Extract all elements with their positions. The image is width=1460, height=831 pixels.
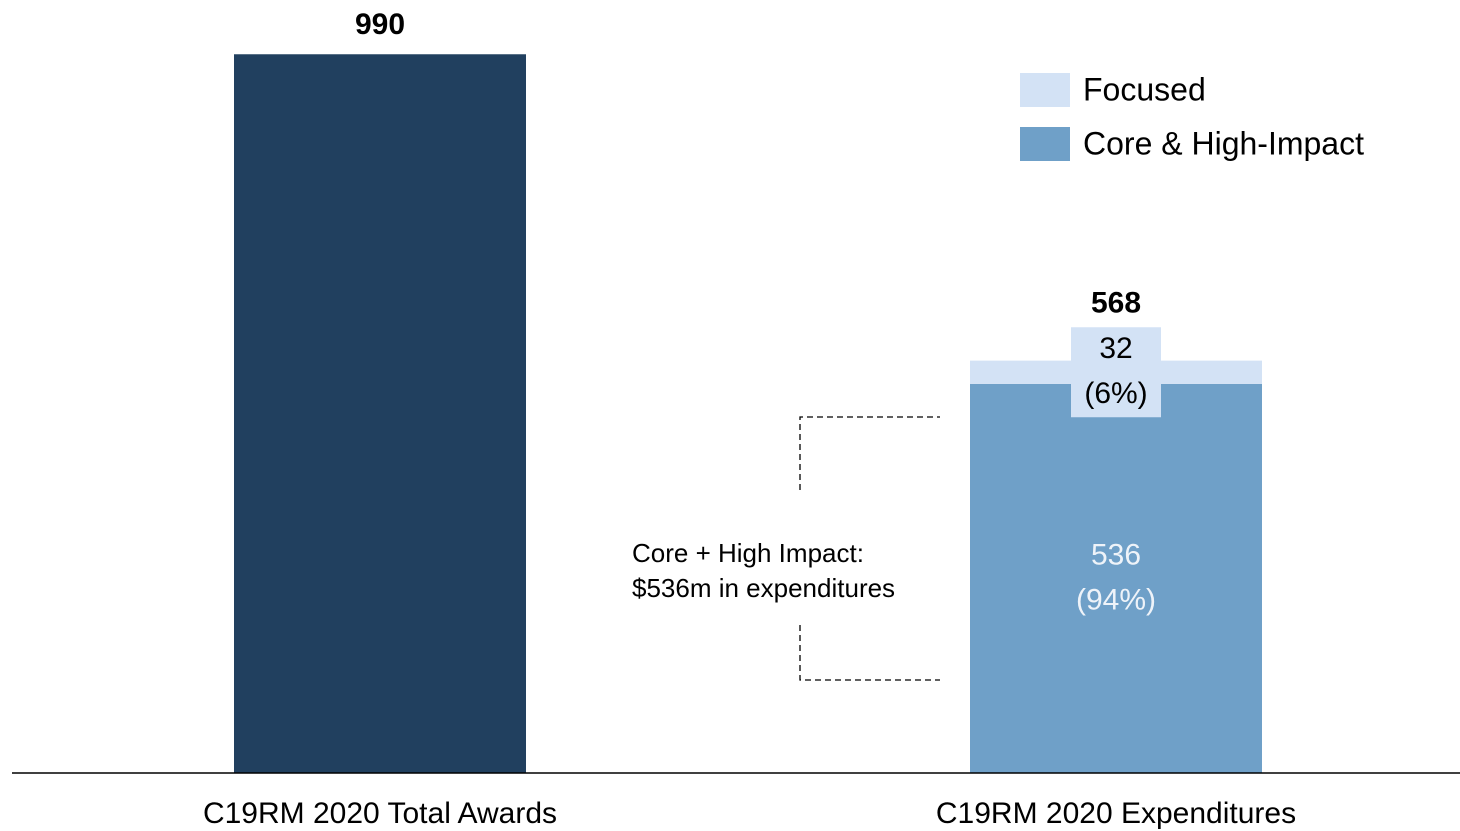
total-label: 568 xyxy=(1091,287,1141,320)
legend-swatch xyxy=(1020,73,1070,107)
x-tick-label: C19RM 2020 Total Awards xyxy=(203,797,557,830)
annotation-line: Core + High Impact: xyxy=(632,538,864,568)
bar-segment xyxy=(234,54,526,773)
share-label: (94%) xyxy=(1076,583,1156,616)
annotation-line: $536m in expenditures xyxy=(632,573,895,603)
bar-segment xyxy=(970,383,1262,773)
total-label: 990 xyxy=(355,8,405,41)
share-label: (6%) xyxy=(1084,377,1147,410)
legend-swatch xyxy=(1020,127,1070,161)
legend-label: Focused xyxy=(1083,71,1206,107)
value-label: 32 xyxy=(1099,332,1132,365)
x-tick-label: C19RM 2020 Expenditures xyxy=(936,797,1296,830)
value-label: 536 xyxy=(1091,538,1141,571)
annotation: Core + High Impact: $536m in expenditure… xyxy=(632,416,940,681)
label-box xyxy=(1071,327,1161,418)
legend-label: Core & High-Impact xyxy=(1083,125,1364,161)
annotation-bracket xyxy=(799,416,940,681)
